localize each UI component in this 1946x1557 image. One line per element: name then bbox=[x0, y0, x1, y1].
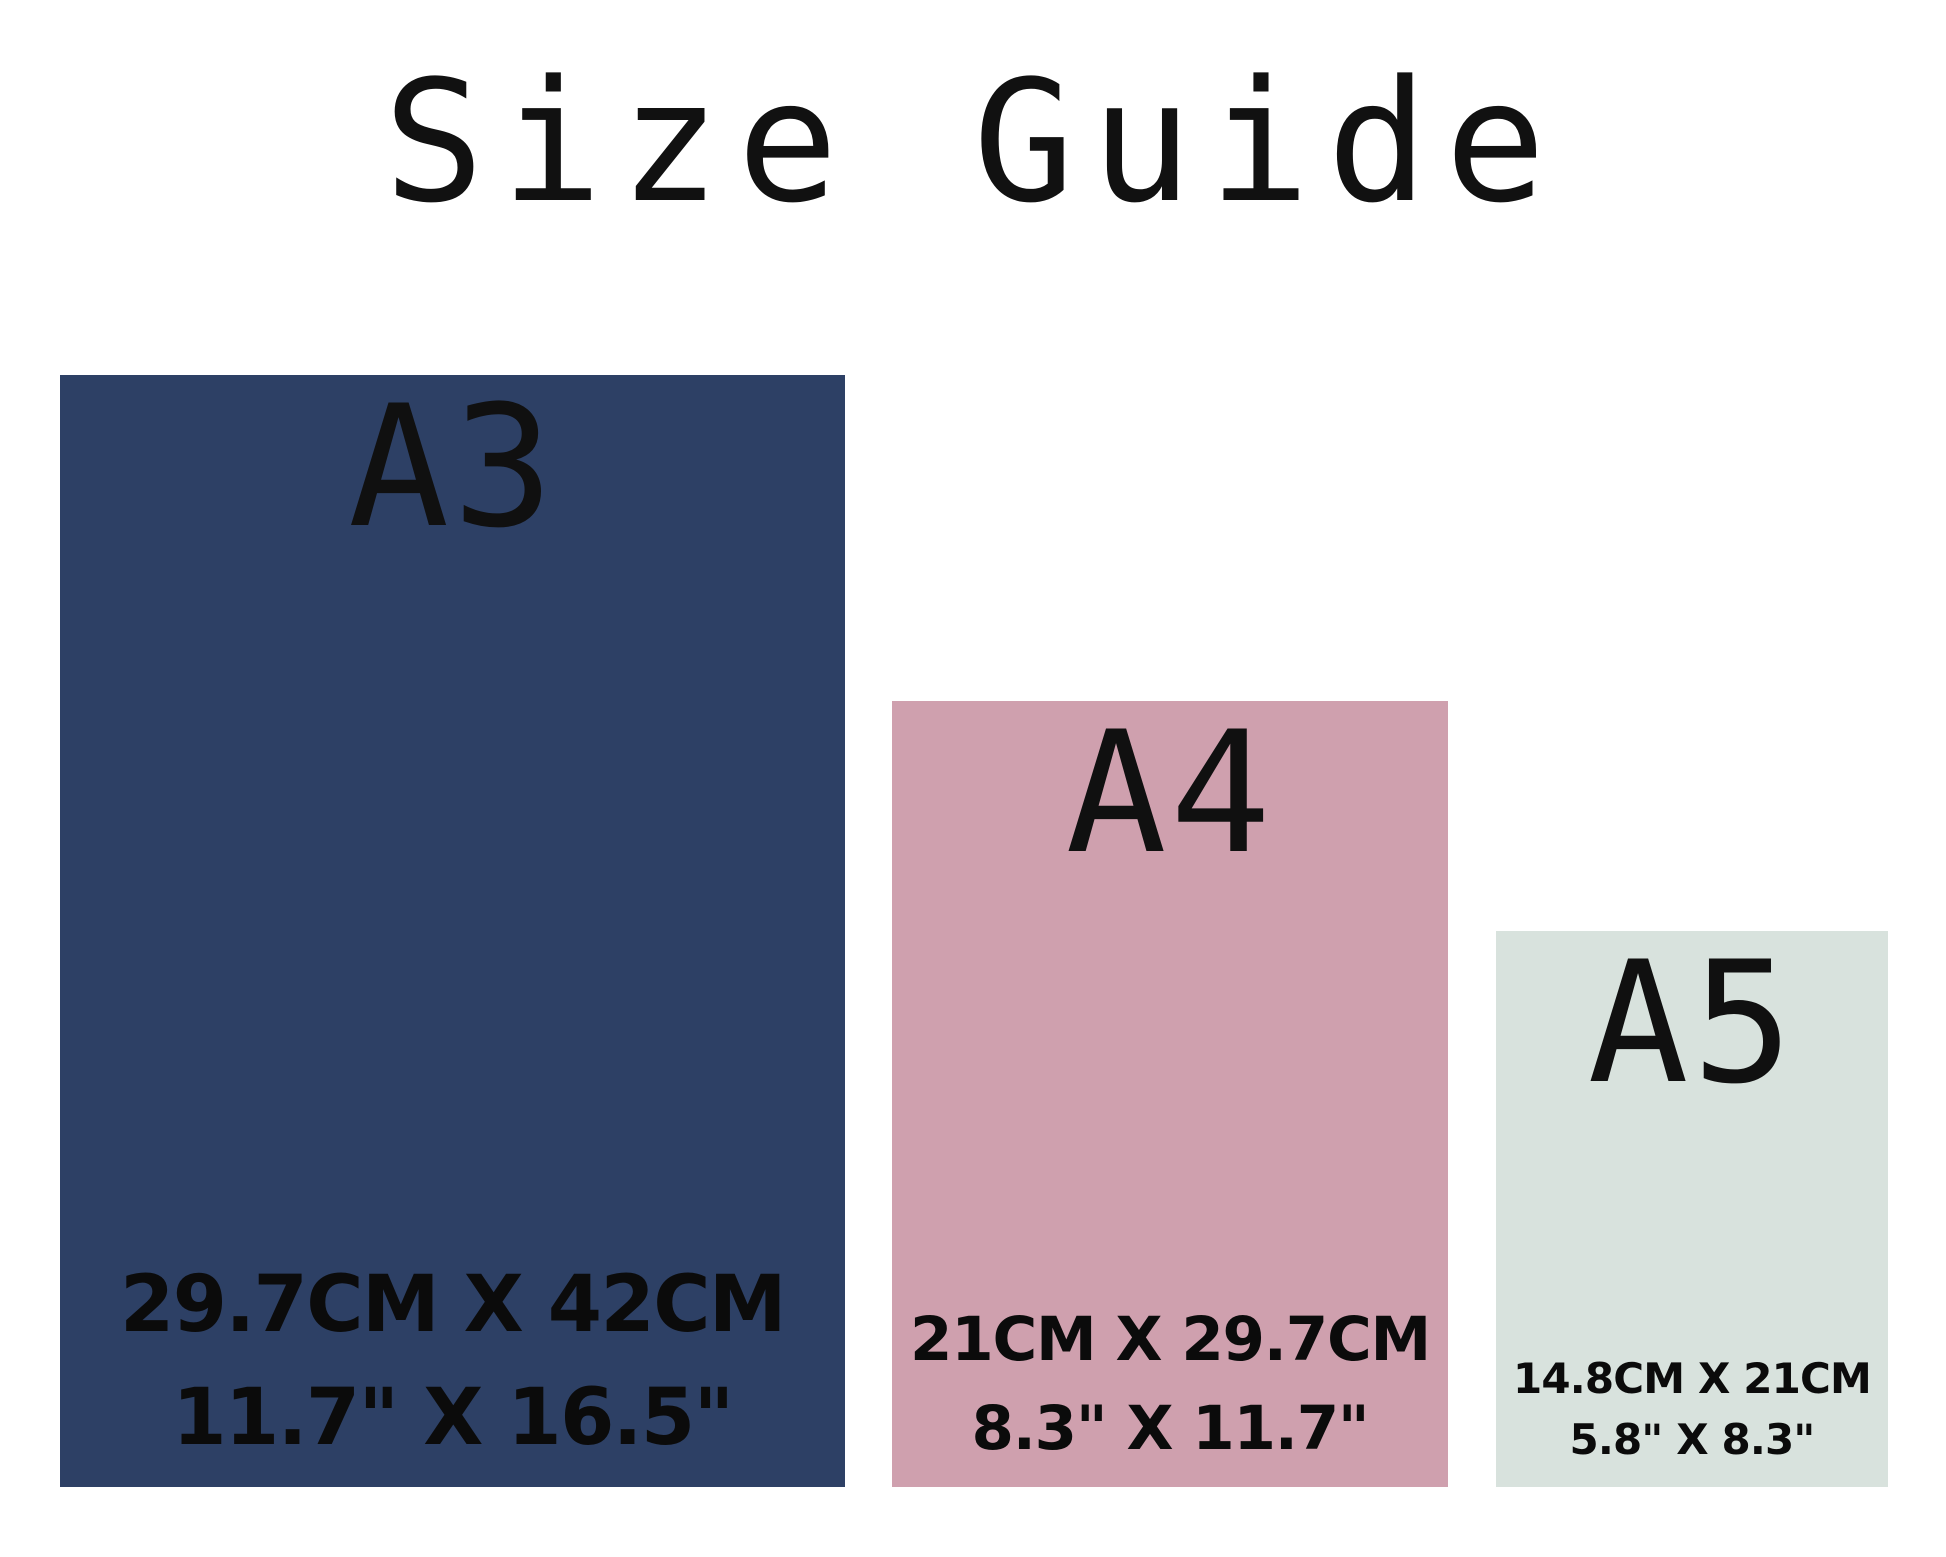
paper-size-card-a4: A4 21CM X 29.7CM 8.3" X 11.7" bbox=[892, 701, 1448, 1487]
metric-dimensions-a4: 21CM X 29.7CM bbox=[910, 1304, 1431, 1376]
paper-size-label-a5: A5 bbox=[1587, 925, 1797, 1121]
paper-dimensions-a3: 29.7CM X 42CM 11.7" X 16.5" bbox=[60, 1249, 845, 1487]
paper-size-label-a4: A4 bbox=[1065, 695, 1275, 891]
paper-dimensions-a4: 21CM X 29.7CM 8.3" X 11.7" bbox=[892, 1296, 1448, 1487]
paper-dimensions-a5: 14.8CM X 21CM 5.8" X 8.3" bbox=[1496, 1349, 1888, 1487]
imperial-dimensions-a3: 11.7" X 16.5" bbox=[172, 1372, 734, 1463]
metric-dimensions-a5: 14.8CM X 21CM bbox=[1512, 1354, 1872, 1404]
metric-dimensions-a3: 29.7CM X 42CM bbox=[120, 1259, 786, 1350]
paper-size-card-a5: A5 14.8CM X 21CM 5.8" X 8.3" bbox=[1496, 931, 1888, 1487]
paper-size-label-a3: A3 bbox=[347, 369, 557, 565]
imperial-dimensions-a4: 8.3" X 11.7" bbox=[971, 1392, 1370, 1464]
paper-size-card-a3: A3 29.7CM X 42CM 11.7" X 16.5" bbox=[60, 375, 845, 1487]
page-title: Size Guide bbox=[383, 44, 1563, 240]
imperial-dimensions-a5: 5.8" X 8.3" bbox=[1569, 1415, 1816, 1465]
